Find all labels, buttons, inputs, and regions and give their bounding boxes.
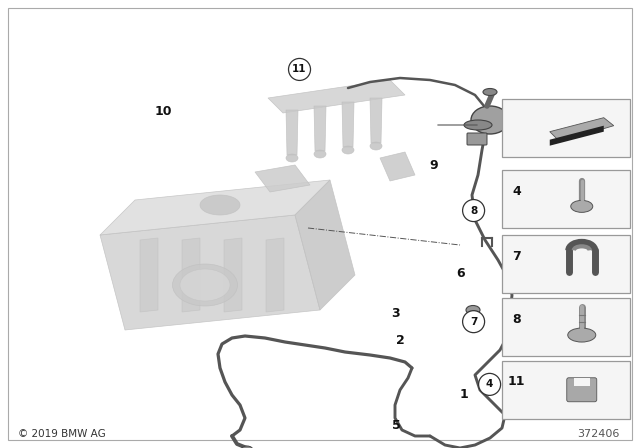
Circle shape [463, 310, 484, 333]
Text: 4: 4 [486, 379, 493, 389]
Bar [574, 378, 590, 386]
FancyBboxPatch shape [567, 378, 596, 402]
Polygon shape [140, 238, 158, 312]
Text: 11: 11 [292, 65, 307, 74]
Polygon shape [550, 118, 614, 142]
Bar [502, 170, 630, 228]
Polygon shape [100, 215, 320, 330]
Polygon shape [342, 102, 354, 147]
Ellipse shape [370, 142, 382, 150]
Bar [502, 99, 630, 157]
Bar [502, 235, 630, 293]
Ellipse shape [471, 106, 509, 134]
Ellipse shape [173, 264, 237, 306]
Bar [502, 298, 630, 356]
Ellipse shape [466, 306, 480, 314]
Polygon shape [370, 98, 382, 143]
Text: 10: 10 [154, 104, 172, 118]
FancyBboxPatch shape [467, 133, 487, 145]
Ellipse shape [241, 446, 253, 448]
Text: 2: 2 [396, 334, 404, 347]
Text: 8: 8 [470, 206, 477, 215]
Text: 6: 6 [456, 267, 465, 280]
Polygon shape [286, 110, 298, 155]
Ellipse shape [286, 154, 298, 162]
Text: 7: 7 [470, 317, 477, 327]
Text: 5: 5 [392, 419, 401, 432]
Polygon shape [295, 180, 355, 310]
Ellipse shape [568, 328, 596, 342]
Ellipse shape [314, 150, 326, 158]
Circle shape [289, 58, 310, 81]
Polygon shape [182, 238, 200, 312]
Circle shape [479, 373, 500, 396]
Circle shape [463, 199, 484, 222]
Text: 8: 8 [512, 313, 521, 326]
Ellipse shape [483, 89, 497, 95]
Polygon shape [380, 152, 415, 181]
Text: 3: 3 [391, 307, 400, 320]
Polygon shape [224, 238, 242, 312]
Text: 11: 11 [508, 375, 525, 388]
Ellipse shape [180, 269, 230, 301]
Ellipse shape [464, 120, 492, 130]
Polygon shape [314, 106, 326, 151]
Polygon shape [100, 180, 330, 235]
Polygon shape [268, 80, 405, 113]
Bar [502, 361, 630, 419]
Text: © 2019 BMW AG: © 2019 BMW AG [18, 429, 106, 439]
Polygon shape [255, 165, 310, 192]
Text: 1: 1 [460, 388, 468, 401]
Ellipse shape [342, 146, 354, 154]
Text: 4: 4 [512, 185, 521, 198]
Text: 9: 9 [429, 159, 438, 172]
Ellipse shape [571, 200, 593, 212]
Ellipse shape [200, 195, 240, 215]
Text: 372406: 372406 [578, 429, 620, 439]
Polygon shape [266, 238, 284, 312]
Polygon shape [550, 126, 604, 146]
Text: 7: 7 [512, 250, 521, 263]
